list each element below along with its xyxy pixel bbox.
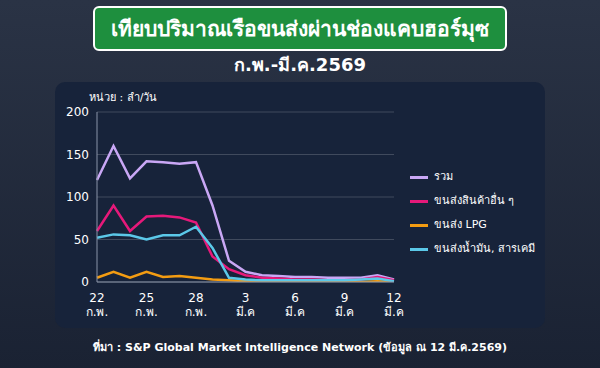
- html-text:ขนส่ง LPG: ขนส่ง LPG: [434, 218, 487, 231]
- html-text:ก.พ.-มี.ค.2569: ก.พ.-มี.ค.2569: [234, 54, 366, 75]
- html-text:เทียบปริมาณเรือขนส่งผ่านช่องแค: เทียบปริมาณเรือขนส่งผ่านช่องแคบฮอร์มุซ: [111, 17, 489, 41]
- svg-text:9มี.ค: 9มี.ค: [335, 291, 355, 319]
- html-text:ขนส่งน้ำมัน, สารเคมี: ขนส่งน้ำมัน, สารเคมี: [434, 242, 535, 255]
- svg-text:200: 200: [66, 105, 89, 119]
- html-text:ขนส่งสินค้าอื่น ๆ: ขนส่งสินค้าอื่น ๆ: [434, 194, 515, 207]
- svg-text:150: 150: [66, 148, 89, 162]
- svg-text:100: 100: [66, 190, 89, 204]
- svg-text:50: 50: [74, 233, 89, 247]
- svg-text:0: 0: [81, 275, 89, 289]
- svg-text:12มี.ค: 12มี.ค: [384, 291, 404, 319]
- svg-text:22ก.พ.: 22ก.พ.: [86, 291, 109, 319]
- svg-text:25ก.พ.: 25ก.พ.: [135, 291, 158, 319]
- svg-text:28ก.พ.: 28ก.พ.: [185, 291, 208, 319]
- svg-text:6มี.ค: 6มี.ค: [285, 291, 305, 319]
- html-text:ที่มา : S&P Global Market Inte: ที่มา : S&P Global Market Intelligence N…: [93, 341, 507, 354]
- html-text:รวม: รวม: [434, 170, 453, 183]
- html-text:หน่วย : ลำ/วัน: หน่วย : ลำ/วัน: [89, 91, 158, 104]
- svg-text:3มี.ค: 3มี.ค: [236, 291, 256, 319]
